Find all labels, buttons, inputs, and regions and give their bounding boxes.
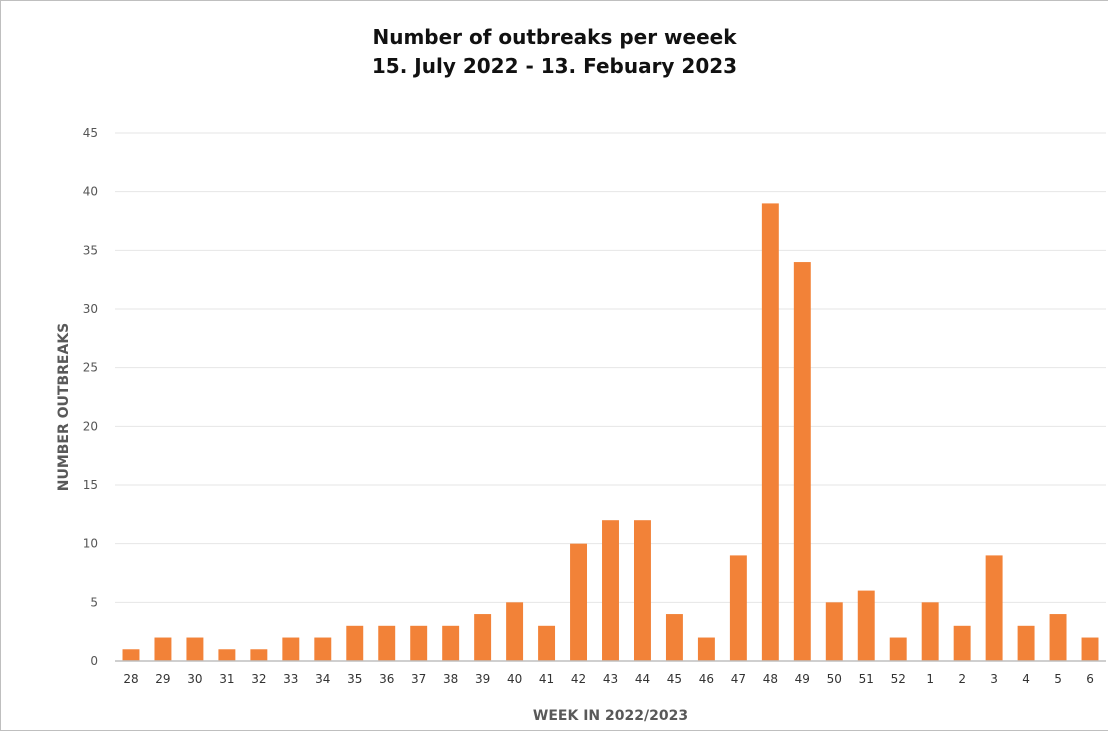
bar-week-5 (1049, 614, 1067, 661)
x-tick-label: 43 (603, 672, 618, 686)
x-tick-label: 50 (827, 672, 842, 686)
bar-week-31 (218, 649, 236, 661)
x-tick-label: 6 (1086, 672, 1094, 686)
bar-week-45 (665, 614, 683, 661)
y-tick-label: 5 (90, 595, 98, 609)
x-tick-label: 39 (475, 672, 490, 686)
gridlines (115, 132, 1106, 603)
y-tick-label: 45 (83, 126, 98, 140)
x-tick-label: 31 (219, 672, 234, 686)
x-tick-label: 38 (443, 672, 458, 686)
bar-week-36 (378, 625, 396, 661)
x-tick-label: 28 (123, 672, 138, 686)
x-tick-label: 2 (958, 672, 966, 686)
bar-week-47 (729, 555, 747, 661)
y-tick-label: 15 (83, 478, 98, 492)
bar-week-41 (538, 625, 556, 661)
x-tick-label: 30 (187, 672, 202, 686)
bar-week-2 (953, 625, 971, 661)
bar-week-35 (346, 625, 364, 661)
bar-week-1 (921, 602, 939, 661)
x-axis-title: WEEK IN 2022/2023 (533, 708, 688, 724)
x-tick-label: 49 (795, 672, 810, 686)
x-tick-label: 40 (507, 672, 522, 686)
bar-week-50 (825, 602, 843, 661)
x-tick-label: 52 (891, 672, 906, 686)
bar-week-48 (761, 203, 779, 661)
x-tick-label: 51 (859, 672, 874, 686)
x-tick-label: 42 (571, 672, 586, 686)
bar-week-29 (154, 637, 172, 661)
bar-week-6 (1081, 637, 1099, 661)
x-tick-label: 29 (155, 672, 170, 686)
x-tick-label: 33 (283, 672, 298, 686)
bar-week-42 (570, 543, 588, 661)
y-tick-label: 25 (83, 361, 98, 375)
bar-week-34 (314, 637, 332, 661)
y-tick-label: 35 (83, 243, 98, 257)
x-tick-label: 32 (251, 672, 266, 686)
x-tick-label: 4 (1022, 672, 1030, 686)
bar-week-39 (474, 614, 492, 661)
bar-week-38 (442, 625, 460, 661)
bar-week-28 (122, 649, 140, 661)
y-tick-label: 0 (90, 654, 98, 668)
bar-week-44 (633, 520, 651, 661)
bar-week-49 (793, 262, 811, 661)
x-tick-label: 44 (635, 672, 650, 686)
bar-week-37 (410, 625, 428, 661)
y-tick-label: 10 (83, 537, 98, 551)
bar-week-33 (282, 637, 300, 661)
y-tick-label: 30 (83, 302, 98, 316)
y-axis-ticks: 0 5 10 15 20 25 30 35 40 45 (83, 126, 98, 668)
x-tick-label: 45 (667, 672, 682, 686)
y-tick-label: 40 (83, 185, 98, 199)
bar-week-46 (697, 637, 715, 661)
chart-title-line-1: Number of outbreaks per weeek (372, 25, 737, 49)
x-tick-label: 3 (990, 672, 998, 686)
bar-week-3 (985, 555, 1003, 661)
bar-week-51 (857, 590, 875, 661)
x-tick-label: 47 (731, 672, 746, 686)
x-tick-label: 46 (699, 672, 714, 686)
x-tick-label: 37 (411, 672, 426, 686)
x-tick-label: 1 (926, 672, 934, 686)
bar-week-32 (250, 649, 268, 661)
bar-series (122, 203, 1099, 661)
y-tick-label: 20 (83, 419, 98, 433)
bar-week-40 (506, 602, 524, 661)
y-axis-title: NUMBER OUTBREAKS (56, 323, 72, 492)
x-tick-label: 5 (1054, 672, 1062, 686)
x-tick-label: 35 (347, 672, 362, 686)
x-tick-label: 48 (763, 672, 778, 686)
bar-week-30 (186, 637, 204, 661)
chart-title: Number of outbreaks per weeek 15. July 2… (1, 23, 1108, 81)
x-axis-ticks: 28 29 30 31 32 33 34 35 36 37 38 39 40 41 42 43 44 45 46 47… (123, 672, 1093, 686)
bar-week-52 (889, 637, 907, 661)
bar-week-43 (602, 520, 619, 661)
chart-title-line-2: 15. July 2022 - 13. Febuary 2023 (371, 54, 738, 78)
x-tick-label: 34 (315, 672, 330, 686)
x-tick-label: 36 (379, 672, 394, 686)
x-tick-label: 41 (539, 672, 554, 686)
bar-week-4 (1017, 625, 1035, 661)
